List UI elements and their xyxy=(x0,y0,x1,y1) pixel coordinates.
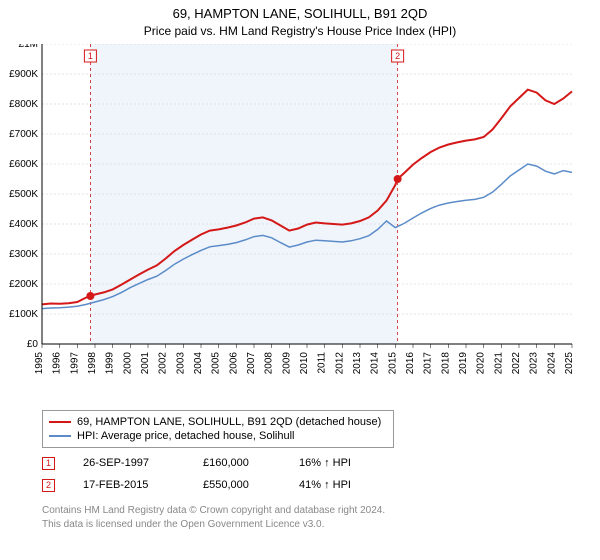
sale-price: £550,000 xyxy=(203,479,299,491)
footer-line-1: Contains HM Land Registry data © Crown c… xyxy=(42,504,385,518)
svg-text:2018: 2018 xyxy=(440,352,451,375)
svg-text:2002: 2002 xyxy=(158,352,169,375)
svg-text:1997: 1997 xyxy=(69,352,80,375)
sale-row: 2 17-FEB-2015£550,00041% ↑ HPI xyxy=(42,474,399,496)
svg-text:£0: £0 xyxy=(27,339,39,350)
svg-text:2003: 2003 xyxy=(175,352,186,375)
svg-text:2019: 2019 xyxy=(458,352,469,375)
svg-text:1996: 1996 xyxy=(52,352,63,375)
chart-svg: £0 £100K £200K £300K £400K £500K £600K £700K £80… xyxy=(0,44,600,404)
svg-text:2006: 2006 xyxy=(228,352,239,375)
footer-line-2: This data is licensed under the Open Gov… xyxy=(42,518,385,532)
svg-text:2025: 2025 xyxy=(564,352,575,375)
svg-text:2012: 2012 xyxy=(334,352,345,375)
legend-swatch xyxy=(49,435,71,437)
svg-text:2: 2 xyxy=(395,51,400,61)
chart-area: £0 £100K £200K £300K £400K £500K £600K £700K £80… xyxy=(0,44,600,404)
svg-text:2009: 2009 xyxy=(281,352,292,375)
svg-text:1999: 1999 xyxy=(105,352,116,375)
svg-text:1995: 1995 xyxy=(34,352,45,375)
svg-text:£200K: £200K xyxy=(9,279,38,290)
svg-text:2017: 2017 xyxy=(423,352,434,375)
svg-text:2001: 2001 xyxy=(140,352,151,375)
svg-text:£900K: £900K xyxy=(9,69,38,80)
svg-text:2004: 2004 xyxy=(193,352,204,375)
legend-label: 69, HAMPTON LANE, SOLIHULL, B91 2QD (det… xyxy=(77,416,381,428)
svg-text:1: 1 xyxy=(88,51,93,61)
svg-text:£800K: £800K xyxy=(9,99,38,110)
sale-hpi-diff: 41% ↑ HPI xyxy=(299,479,399,491)
svg-text:£300K: £300K xyxy=(9,249,38,260)
svg-text:2005: 2005 xyxy=(211,352,222,375)
sale-date: 26-SEP-1997 xyxy=(83,457,203,469)
svg-text:2015: 2015 xyxy=(387,352,398,375)
svg-text:2008: 2008 xyxy=(264,352,275,375)
svg-text:2013: 2013 xyxy=(352,352,363,375)
svg-text:£1M: £1M xyxy=(19,44,38,50)
legend-label: HPI: Average price, detached house, Soli… xyxy=(77,430,295,442)
svg-text:2011: 2011 xyxy=(317,352,328,374)
svg-text:2010: 2010 xyxy=(299,352,310,375)
legend-swatch xyxy=(49,421,71,423)
sale-marker-icon: 1 xyxy=(42,457,55,470)
svg-text:2024: 2024 xyxy=(546,352,557,375)
svg-text:£100K: £100K xyxy=(9,309,38,320)
sale-price: £160,000 xyxy=(203,457,299,469)
svg-text:2021: 2021 xyxy=(493,352,504,375)
svg-text:2007: 2007 xyxy=(246,352,257,375)
sales-table: 1 26-SEP-1997£160,00016% ↑ HPI 2 17-FEB-201… xyxy=(42,452,399,496)
svg-text:2016: 2016 xyxy=(405,352,416,375)
svg-text:£700K: £700K xyxy=(9,129,38,140)
address-title: 69, HAMPTON LANE, SOLIHULL, B91 2QD xyxy=(0,6,600,21)
chart-container: 69, HAMPTON LANE, SOLIHULL, B91 2QD Pric… xyxy=(0,0,600,560)
legend-row: 69, HAMPTON LANE, SOLIHULL, B91 2QD (det… xyxy=(49,415,387,429)
sale-marker-icon: 2 xyxy=(42,479,55,492)
svg-text:2023: 2023 xyxy=(529,352,540,375)
legend-row: HPI: Average price, detached house, Soli… xyxy=(49,429,387,443)
chart-subtitle: Price paid vs. HM Land Registry's House … xyxy=(0,24,600,38)
svg-text:2022: 2022 xyxy=(511,352,522,375)
title-block: 69, HAMPTON LANE, SOLIHULL, B91 2QD Pric… xyxy=(0,0,600,38)
svg-text:£400K: £400K xyxy=(9,219,38,230)
sale-date: 17-FEB-2015 xyxy=(83,479,203,491)
svg-text:1998: 1998 xyxy=(87,352,98,375)
svg-text:£600K: £600K xyxy=(9,159,38,170)
svg-text:2000: 2000 xyxy=(122,352,133,375)
svg-text:2014: 2014 xyxy=(370,352,381,375)
footer-note: Contains HM Land Registry data © Crown c… xyxy=(42,504,385,531)
sale-hpi-diff: 16% ↑ HPI xyxy=(299,457,399,469)
legend: 69, HAMPTON LANE, SOLIHULL, B91 2QD (det… xyxy=(42,410,394,448)
svg-text:2020: 2020 xyxy=(476,352,487,375)
sale-row: 1 26-SEP-1997£160,00016% ↑ HPI xyxy=(42,452,399,474)
svg-text:£500K: £500K xyxy=(9,189,38,200)
